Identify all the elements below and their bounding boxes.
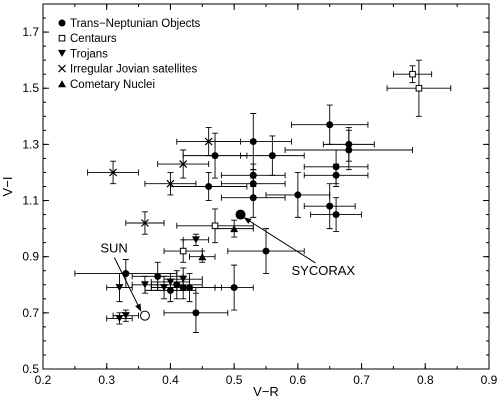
legend-marker-irregular-jovian-satellites: [58, 64, 66, 73]
x-tick-label: 0.6: [290, 373, 307, 387]
trojans-point: [191, 236, 200, 244]
trans-neptunian-objects-point: [192, 309, 200, 317]
y-tick-label: 0.5: [22, 362, 39, 376]
y-axis-label: V−I: [0, 177, 15, 197]
plot-frame: [42, 3, 490, 370]
trojans-point: [115, 314, 124, 322]
trans-neptunian-objects-point: [122, 270, 130, 278]
x-tick-label: 0.7: [353, 373, 370, 387]
x-tick-label: 0.2: [35, 373, 52, 387]
centaurs-point: [415, 84, 423, 92]
trans-neptunian-objects-point: [326, 202, 334, 210]
trojans-point: [166, 278, 175, 286]
y-tick-label: 1.5: [22, 81, 39, 95]
irregular-jovian-satellites-point: [204, 137, 213, 146]
cometary-nuclei-point: [198, 253, 207, 261]
centaurs-point: [211, 222, 219, 230]
sycorax-label: SYCORAX: [291, 263, 355, 278]
sycorax-point: [235, 209, 246, 220]
trans-neptunian-objects-point: [249, 138, 257, 146]
legend: Trans−Neptunian Objects Centaurs Trojans Ir…: [58, 18, 201, 91]
trans-neptunian-objects-point: [332, 163, 340, 171]
trans-neptunian-objects-point: [154, 272, 162, 280]
trans-neptunian-objects-point: [166, 286, 174, 294]
cometary-nuclei-point: [230, 225, 239, 233]
y-tick-label: 1.7: [22, 25, 39, 39]
legend-marker-cometary-nuclei: [58, 80, 66, 88]
trojans-point: [121, 312, 130, 320]
y-tick-label: 0.7: [22, 306, 39, 320]
trans-neptunian-objects-point: [249, 194, 257, 202]
trans-neptunian-objects-point: [294, 191, 302, 199]
centaurs-point: [179, 247, 187, 255]
x-tick-label: 0.3: [98, 373, 115, 387]
axes: 0.2 0.3 0.4 0.5 0.6 0.7 0.8 0.9 0.5 0.7 0.9 1.1 1.3 1…: [22, 3, 498, 387]
x-tick-label: 0.5: [226, 373, 243, 387]
irregular-jovian-satellites-point: [109, 168, 118, 177]
trojans-point: [160, 284, 169, 292]
trans-neptunian-objects-point: [249, 180, 257, 188]
centaurs-point: [409, 70, 416, 78]
sycorax-arrowhead: [243, 217, 252, 224]
trans-neptunian-objects-point: [326, 121, 334, 129]
sun-arrowhead: [135, 303, 142, 312]
trans-neptunian-objects-point: [173, 281, 181, 289]
legend-label-centaurs: Centaurs: [70, 33, 117, 45]
legend-marker-trojans: [58, 49, 66, 57]
trans-neptunian-objects-point: [249, 171, 257, 179]
sycorax-arrow: [243, 216, 316, 264]
trojans-point: [179, 275, 188, 283]
trans-neptunian-objects-point: [332, 171, 340, 179]
irregular-jovian-satellites-point: [166, 179, 175, 188]
trans-neptunian-objects-point: [332, 211, 340, 219]
legend-label-irregular-jovian-satellites: Irregular Jovian satellites: [70, 64, 197, 76]
sun-arrow: [113, 257, 142, 312]
x-tick-label: 0.4: [162, 373, 179, 387]
x-tick-label: 0.9: [481, 373, 498, 387]
legend-marker-trans-neptunian-objects: [58, 19, 66, 27]
legend-label-trojans: Trojans: [70, 48, 108, 60]
x-tick-label: 0.8: [417, 373, 434, 387]
x-axis-label: V−R: [253, 384, 279, 399]
y-tick-label: 0.9: [22, 250, 39, 264]
trans-neptunian-objects-point: [186, 284, 194, 292]
y-tick-label: 1.1: [22, 194, 39, 208]
trans-neptunian-objects-point: [211, 152, 219, 160]
irregular-jovian-satellites-point: [141, 219, 149, 227]
trans-neptunian-objects-point: [179, 284, 187, 292]
legend-label-cometary-nuclei: Cometary Nuclei: [70, 79, 155, 91]
sun-label: SUN: [100, 240, 127, 255]
trans-neptunian-objects-point: [345, 140, 353, 148]
trans-neptunian-objects-point: [230, 284, 238, 292]
y-tick-label: 1.3: [22, 137, 39, 151]
sun-point: [139, 310, 150, 321]
data-markers: [109, 70, 423, 322]
annotations: SUN SYCORAX: [100, 216, 355, 312]
trojans-point: [140, 281, 149, 289]
irregular-jovian-satellites-point: [179, 160, 188, 168]
trojans-point: [115, 284, 124, 292]
legend-label-trans-neptunian-objects: Trans−Neptunian Objects: [70, 18, 201, 30]
trans-neptunian-objects-point: [345, 146, 353, 154]
trans-neptunian-objects-point: [268, 152, 276, 160]
trans-neptunian-objects-point: [262, 247, 270, 255]
trans-neptunian-objects-point: [205, 183, 213, 190]
legend-marker-centaurs: [58, 34, 66, 42]
